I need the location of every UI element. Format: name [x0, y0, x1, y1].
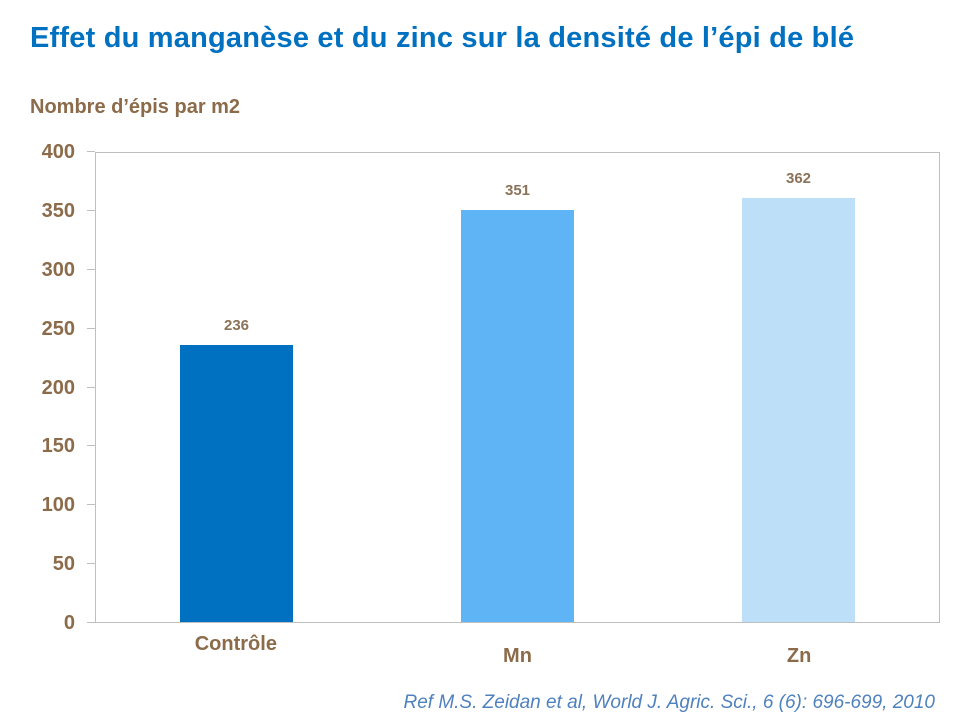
- y-tick-label-300: 300: [41, 258, 75, 281]
- y-tick-label-250: 250: [41, 317, 75, 340]
- y-tick-mark: [87, 268, 95, 270]
- x-axis-label-0: Contrôle: [194, 633, 277, 655]
- reference-text: Ref M.S. Zeidan et al, World J. Agric. S…: [403, 692, 935, 713]
- plot-area: 236 351 362: [95, 152, 940, 623]
- y-tick-label-100: 100: [41, 494, 75, 517]
- y-tick-mark: [87, 386, 95, 388]
- y-tick-mark: [87, 151, 95, 152]
- bar-value-label-0: 236: [223, 317, 250, 335]
- y-tick-label-0: 0: [63, 612, 75, 634]
- y-tick-mark: [87, 504, 95, 506]
- y-tick-label-400: 400: [41, 141, 75, 163]
- y-tick-label-350: 350: [41, 199, 75, 222]
- bar-series: 236 351 362: [96, 153, 939, 622]
- y-axis-title: Nombre d’épis par m2: [30, 96, 241, 118]
- y-tick-mark: [87, 327, 95, 329]
- bar-2: [742, 197, 855, 622]
- x-axis-label-2: Zn: [786, 645, 812, 667]
- y-tick-mark: [87, 445, 95, 447]
- chart-title: Effet du manganèse et du zinc sur la den…: [30, 22, 855, 54]
- bar-value-label-2: 362: [785, 169, 812, 187]
- y-tick-mark: [87, 209, 95, 211]
- bar-group-0: 236: [96, 153, 377, 622]
- y-tick-mark: [87, 622, 95, 623]
- bar-group-2: 362: [658, 153, 939, 622]
- y-tick-label-150: 150: [41, 435, 75, 458]
- y-tick-label-50: 50: [52, 553, 75, 576]
- y-tick-mark: [87, 563, 95, 565]
- bar-1: [461, 210, 574, 622]
- x-axis-labels: Contrôle Mn Zn: [95, 633, 940, 668]
- y-axis: 0 50 100 150 200 250 300 350 400: [0, 142, 95, 633]
- bar-value-label-1: 351: [504, 182, 531, 200]
- bar-group-1: 351: [377, 153, 658, 622]
- x-axis-label-1: Mn: [503, 645, 532, 667]
- y-tick-label-200: 200: [41, 376, 75, 399]
- bar-0: [180, 345, 293, 622]
